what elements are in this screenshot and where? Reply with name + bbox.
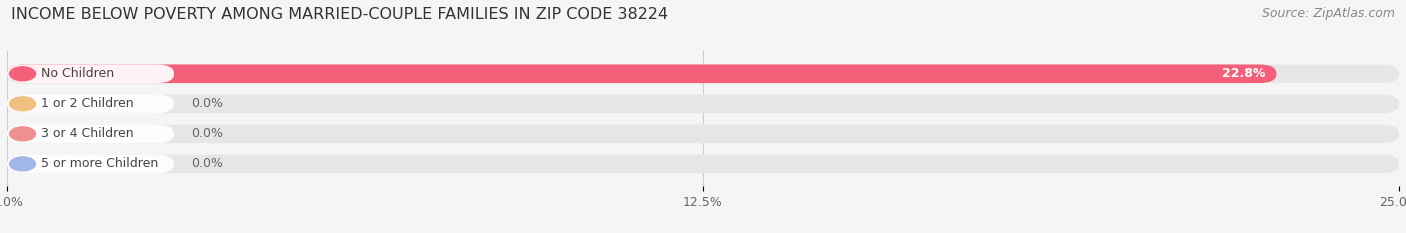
Text: No Children: No Children [41, 67, 114, 80]
FancyBboxPatch shape [7, 65, 174, 83]
FancyBboxPatch shape [7, 95, 1399, 113]
FancyBboxPatch shape [7, 65, 1277, 83]
Text: INCOME BELOW POVERTY AMONG MARRIED-COUPLE FAMILIES IN ZIP CODE 38224: INCOME BELOW POVERTY AMONG MARRIED-COUPL… [11, 7, 668, 22]
FancyBboxPatch shape [7, 154, 1399, 173]
Circle shape [10, 157, 35, 171]
Text: 1 or 2 Children: 1 or 2 Children [41, 97, 134, 110]
Text: 0.0%: 0.0% [191, 127, 222, 140]
Text: 0.0%: 0.0% [191, 97, 222, 110]
Text: 0.0%: 0.0% [191, 157, 222, 170]
FancyBboxPatch shape [7, 95, 174, 113]
FancyBboxPatch shape [7, 154, 174, 173]
Text: 3 or 4 Children: 3 or 4 Children [41, 127, 134, 140]
Circle shape [10, 127, 35, 141]
Circle shape [10, 67, 35, 81]
FancyBboxPatch shape [7, 124, 174, 143]
Circle shape [10, 97, 35, 111]
Text: 22.8%: 22.8% [1222, 67, 1265, 80]
FancyBboxPatch shape [7, 65, 1399, 83]
FancyBboxPatch shape [7, 124, 1399, 143]
Text: Source: ZipAtlas.com: Source: ZipAtlas.com [1261, 7, 1395, 20]
Text: 5 or more Children: 5 or more Children [41, 157, 159, 170]
